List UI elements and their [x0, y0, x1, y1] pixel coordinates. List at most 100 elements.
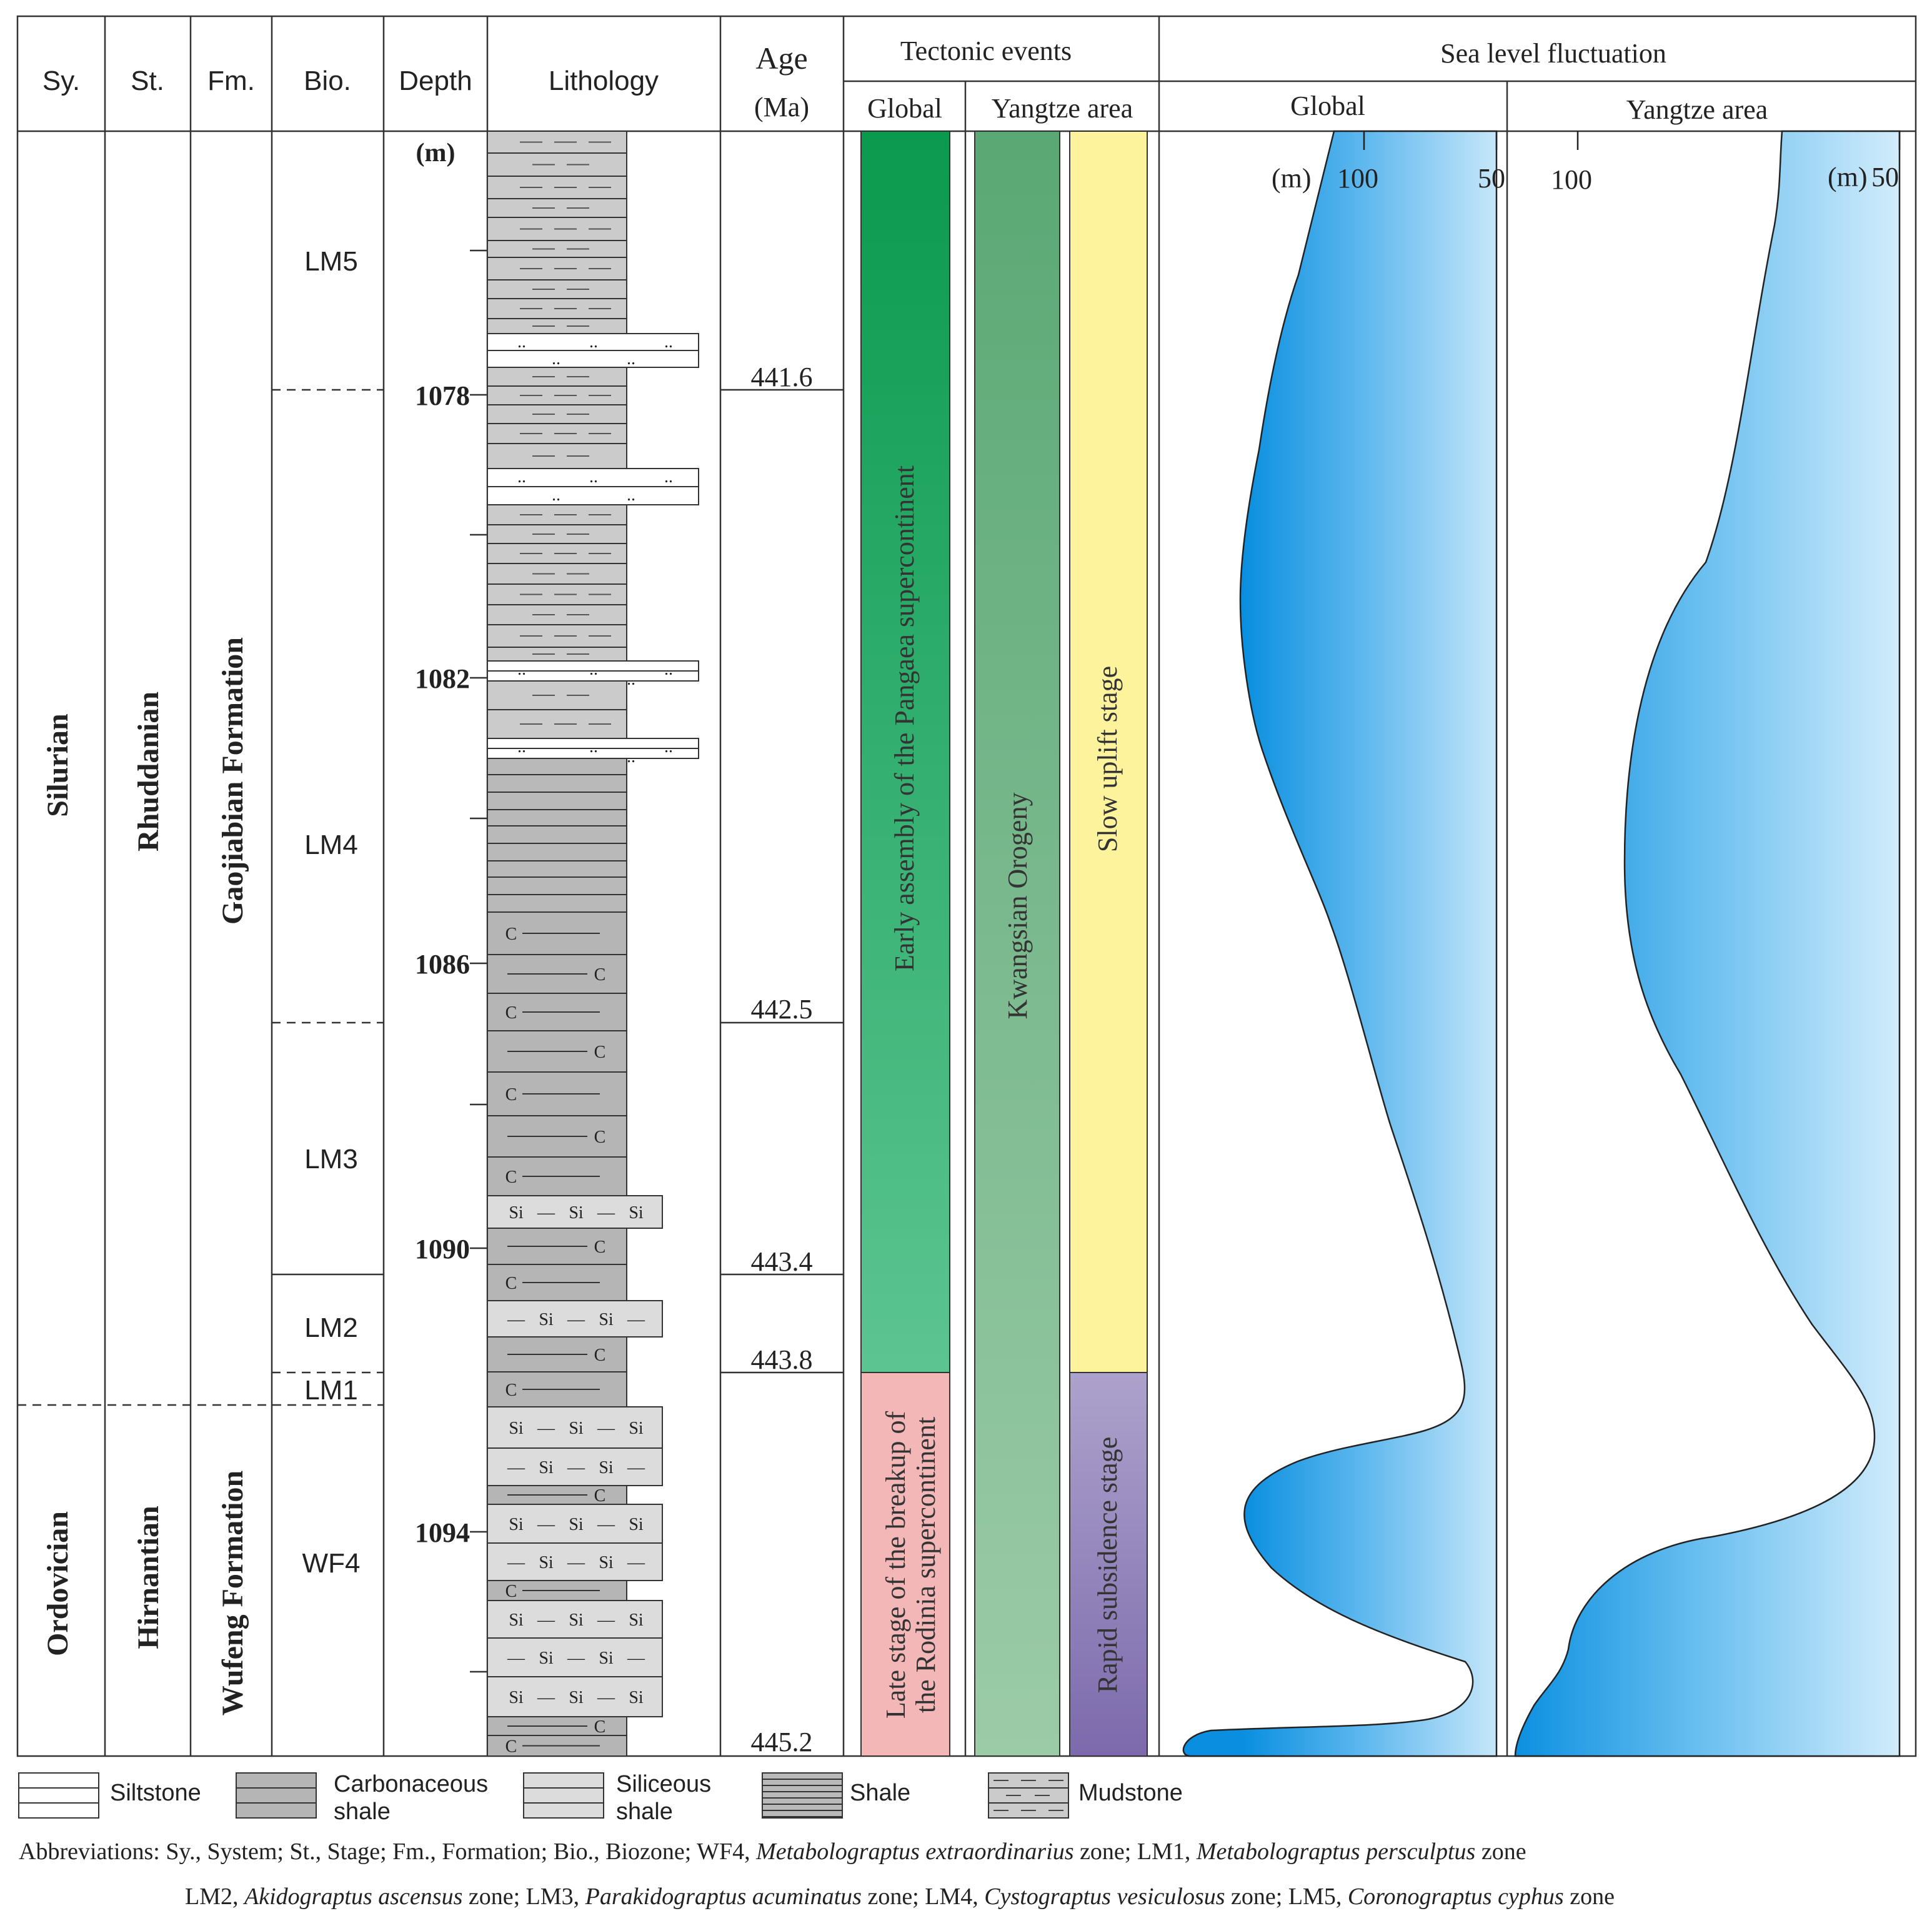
svg-text:Si: Si — [569, 1611, 584, 1630]
formation-gaojiabian: Gaojiabian Formation — [216, 637, 249, 925]
lithology-bed-mud — [487, 504, 627, 525]
pangaea-label: Early assembly of the Pangaea superconti… — [889, 465, 920, 971]
header-lithology: Lithology — [549, 66, 659, 96]
depth-label: 1086 — [415, 949, 470, 980]
lithology-bed-carb: C — [487, 1580, 627, 1601]
svg-text:Si: Si — [539, 1553, 554, 1572]
header-age: Age — [755, 41, 807, 76]
svg-text:..: .. — [664, 737, 673, 757]
svg-text:C: C — [505, 1168, 517, 1187]
yangtze-sea-level-curve — [1514, 130, 1901, 1757]
slow-uplift-label: Slow uplift stage — [1092, 666, 1123, 852]
age-label: 442.5 — [751, 994, 813, 1025]
lithology-bed-mud — [487, 404, 627, 424]
header-sea-yangtze: Yangtze area — [1626, 94, 1768, 125]
rapid-subsidence-bar — [1069, 1372, 1148, 1757]
kwangsian-label: Kwangsian Orogeny — [1002, 793, 1033, 1020]
lithology-bed-shale — [487, 894, 627, 913]
biozone-lm2: LM2 — [304, 1313, 358, 1343]
mudstone-swatch — [988, 1772, 1069, 1819]
svg-text:—: — — [537, 1515, 555, 1534]
svg-text:..: .. — [627, 349, 635, 369]
system-silurian: Silurian — [41, 713, 74, 817]
stage-hirnantian: Hirnantian — [132, 1506, 165, 1649]
svg-text:—: — — [537, 1611, 555, 1630]
svg-text:C: C — [505, 925, 517, 944]
svg-text:—: — — [627, 1553, 645, 1572]
svg-text:..: .. — [517, 660, 526, 679]
lithology-bed-mud — [487, 367, 627, 387]
global-axis-unit: (m) — [1272, 163, 1312, 194]
svg-text:—: — — [567, 1553, 585, 1572]
age-label: 441.6 — [751, 362, 813, 392]
svg-text:C: C — [505, 1274, 517, 1293]
pangaea-assembly-bar — [860, 131, 950, 1373]
header-formation: Fm. — [207, 66, 255, 96]
lithology-bed-shale — [487, 809, 627, 826]
svg-text:Si: Si — [629, 1419, 644, 1438]
header-tectonic: Tectonic events — [900, 36, 1072, 66]
header-biozone: Bio. — [304, 66, 351, 96]
lithology-bed-sil: Si — Si — Si — [487, 1195, 663, 1229]
lithology-bed-sil: — Si — Si — — [487, 1637, 663, 1677]
svg-text:Si: Si — [599, 1310, 614, 1329]
svg-text:..: .. — [627, 485, 635, 505]
svg-text:Si: Si — [509, 1611, 524, 1630]
svg-text:Si: Si — [629, 1611, 644, 1630]
svg-text:Si: Si — [569, 1515, 584, 1534]
svg-text:Si: Si — [599, 1649, 614, 1668]
svg-text:C: C — [594, 965, 606, 985]
lithology-bed-mud — [487, 385, 627, 405]
svg-text:—: — — [627, 1310, 645, 1329]
svg-text:—: — — [537, 1203, 555, 1223]
svg-text:Si: Si — [599, 1458, 614, 1477]
lithology-bed-shale — [487, 792, 627, 810]
lithology-bed-carb: C — [487, 1156, 627, 1196]
shale-swatch — [762, 1772, 843, 1819]
svg-text:C: C — [505, 1003, 517, 1023]
rodinia-breakup-bar — [860, 1372, 950, 1757]
lithology-bed-mud — [487, 279, 627, 299]
legend-mudstone-label: Mudstone — [1078, 1780, 1183, 1806]
svg-text:—: — — [567, 1649, 585, 1668]
lithology-bed-carb: C — [487, 1371, 627, 1407]
age-label: 445.2 — [751, 1727, 813, 1757]
siltstone-swatch — [18, 1772, 99, 1819]
svg-text:C: C — [505, 1582, 517, 1601]
svg-text:C: C — [505, 1381, 517, 1400]
rodinia-label-line2: the Rodinia supercontinent — [910, 1417, 941, 1713]
legend-shale-label: Shale — [850, 1780, 910, 1806]
svg-text:C: C — [594, 1128, 606, 1147]
svg-text:C: C — [505, 1085, 517, 1104]
svg-text:Si: Si — [629, 1688, 644, 1707]
svg-text:..: .. — [517, 332, 526, 352]
svg-text:Si: Si — [509, 1203, 524, 1223]
lithology-bed-mud — [487, 543, 627, 564]
abbreviations-line-1: Abbreviations: Sy., System; St., Stage; … — [19, 1839, 1526, 1865]
header-tectonic-global: Global — [867, 93, 942, 124]
lithology-bed-sil: — Si — Si — — [487, 1542, 663, 1581]
svg-text:..: .. — [552, 349, 560, 369]
header-age-unit: (Ma) — [754, 92, 809, 122]
svg-text:Si: Si — [569, 1688, 584, 1707]
biozone-wf4: WF4 — [302, 1548, 361, 1579]
lithology-bed-carb: C — [487, 1071, 627, 1116]
svg-text:C: C — [594, 1043, 606, 1062]
lithology-bed-sil: — Si — Si — — [487, 1447, 663, 1486]
biozone-boundaries — [272, 389, 384, 1374]
siliceous-shale-swatch — [523, 1772, 604, 1819]
svg-text:Si: Si — [569, 1419, 584, 1438]
legend-siltstone-label: Siltstone — [110, 1780, 201, 1806]
lithology-bed-mud — [487, 240, 627, 258]
rodinia-label-line1: Late stage of the breakup of — [880, 1411, 911, 1719]
yangtze-axis-tick-label: 100 — [1551, 164, 1592, 195]
svg-text:Si: Si — [509, 1515, 524, 1534]
system-ordovician: Ordovician — [41, 1511, 74, 1656]
lithology-bed-mud — [487, 152, 627, 177]
svg-text:Si: Si — [539, 1310, 554, 1329]
lithology-bed-mud — [487, 217, 627, 241]
svg-text:Si: Si — [509, 1419, 524, 1438]
lithology-bed-carb: C — [487, 1228, 627, 1265]
lithology-bed-silt: .......... — [487, 332, 699, 369]
